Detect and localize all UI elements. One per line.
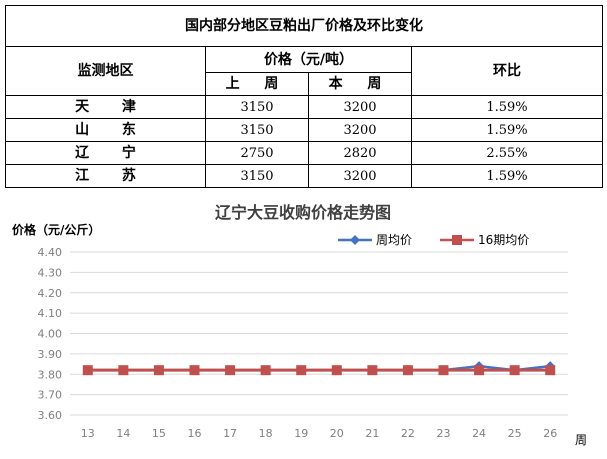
data-point [82, 365, 93, 376]
cell-last-week: 3150 [205, 164, 309, 188]
x-tick-label: 22 [401, 427, 415, 440]
header-last-week: 上 周 [205, 72, 309, 96]
x-tick-label: 16 [188, 427, 202, 440]
x-tick-label: 19 [294, 427, 308, 440]
data-point [545, 365, 556, 376]
x-tick-label: 21 [365, 427, 379, 440]
grid-lines [70, 251, 568, 416]
series-lines [82, 361, 556, 376]
table-row: 山 东 3150 3200 1.59% [5, 118, 603, 142]
header-this-week: 本 周 [308, 72, 412, 96]
x-tick-label: 24 [472, 427, 486, 440]
cell-change: 1.59% [411, 95, 603, 119]
x-tick-label: 20 [330, 427, 344, 440]
table-title: 国内部分地区豆粕出厂价格及环比变化 [5, 5, 603, 47]
y-axis-label: 价格（元/公斤） [12, 222, 100, 237]
y-tick-label: 4.30 [38, 266, 63, 279]
legend-weekly-marker [350, 235, 360, 245]
table-row: 天 津 3150 3200 1.59% [5, 95, 603, 119]
data-point [118, 365, 129, 376]
cell-region: 山 东 [5, 118, 206, 142]
x-tick-label: 26 [543, 427, 557, 440]
price-trend-chart: 辽宁大豆收购价格走势图 价格（元/公斤） 周 4.404.304.204.104… [12, 203, 587, 447]
legend-item-16period: 16期均价 [440, 233, 529, 247]
chart-title: 辽宁大豆收购价格走势图 [215, 203, 391, 222]
legend-16period-marker [452, 235, 462, 245]
table-title-row: 国内部分地区豆粕出厂价格及环比变化 [5, 5, 603, 47]
data-point [367, 365, 378, 376]
header-price: 价格（元/吨） [205, 46, 412, 73]
x-tick-label: 14 [116, 427, 130, 440]
data-point [189, 365, 200, 376]
cell-change: 2.55% [411, 141, 603, 165]
header-region: 监测地区 [5, 46, 206, 96]
x-tick-label: 17 [223, 427, 237, 440]
cell-last-week: 2750 [205, 141, 309, 165]
y-tick-label: 4.40 [38, 246, 63, 259]
cell-change: 1.59% [411, 164, 603, 188]
data-point [438, 365, 449, 376]
price-table: 国内部分地区豆粕出厂价格及环比变化 监测地区 价格（元/吨） 环比 上 周 本 … [5, 5, 603, 188]
y-tick-label: 4.10 [38, 307, 63, 320]
cell-region: 江 苏 [5, 164, 206, 188]
cell-region: 辽 宁 [5, 141, 206, 165]
data-point [331, 365, 342, 376]
legend: 周均价 16期均价 [338, 233, 529, 247]
cell-this-week: 3200 [308, 95, 412, 119]
cell-this-week: 3200 [308, 118, 412, 142]
legend-weekly-label: 周均价 [376, 233, 412, 247]
data-point [225, 365, 236, 376]
x-tick-label: 13 [81, 427, 95, 440]
data-point [474, 365, 485, 376]
table-header-row: 监测地区 价格（元/吨） 环比 [5, 46, 603, 96]
cell-this-week: 2820 [308, 141, 412, 165]
cell-last-week: 3150 [205, 118, 309, 142]
data-point [260, 365, 271, 376]
x-tick-labels: 13 14 15 16 17 18 19 20 21 22 23 24 25 26 [81, 427, 557, 440]
y-tick-label: 3.70 [38, 389, 63, 402]
x-tick-label: 23 [437, 427, 451, 440]
header-change: 环比 [411, 46, 603, 96]
legend-16period-label: 16期均价 [478, 233, 529, 247]
data-point [402, 365, 413, 376]
table-subheader-row: 上 周 本 周 [6, 72, 603, 96]
y-tick-label: 3.60 [38, 409, 63, 422]
y-tick-label: 3.90 [38, 348, 63, 361]
y-tick-label: 3.80 [38, 368, 63, 381]
x-axis-label: 周 [575, 433, 587, 447]
legend-item-weekly: 周均价 [338, 233, 412, 247]
series-1 [82, 365, 556, 376]
cell-region: 天 津 [5, 95, 206, 119]
series-0 [82, 361, 556, 376]
cell-this-week: 3200 [308, 164, 412, 188]
x-tick-label: 25 [508, 427, 522, 440]
data-point [153, 365, 164, 376]
data-point [296, 365, 307, 376]
table-row: 江 苏 3150 3200 1.59% [5, 164, 603, 188]
x-tick-label: 18 [259, 427, 273, 440]
x-tick-label: 15 [152, 427, 166, 440]
y-tick-label: 4.00 [38, 328, 63, 341]
cell-last-week: 3150 [205, 95, 309, 119]
y-tick-label: 4.20 [38, 287, 63, 300]
table-row: 辽 宁 2750 2820 2.55% [5, 141, 603, 165]
cell-change: 1.59% [411, 118, 603, 142]
y-tick-labels: 4.40 4.30 4.20 4.10 4.00 3.90 3.80 3.70 3.60 [38, 246, 63, 422]
data-point [509, 365, 520, 376]
